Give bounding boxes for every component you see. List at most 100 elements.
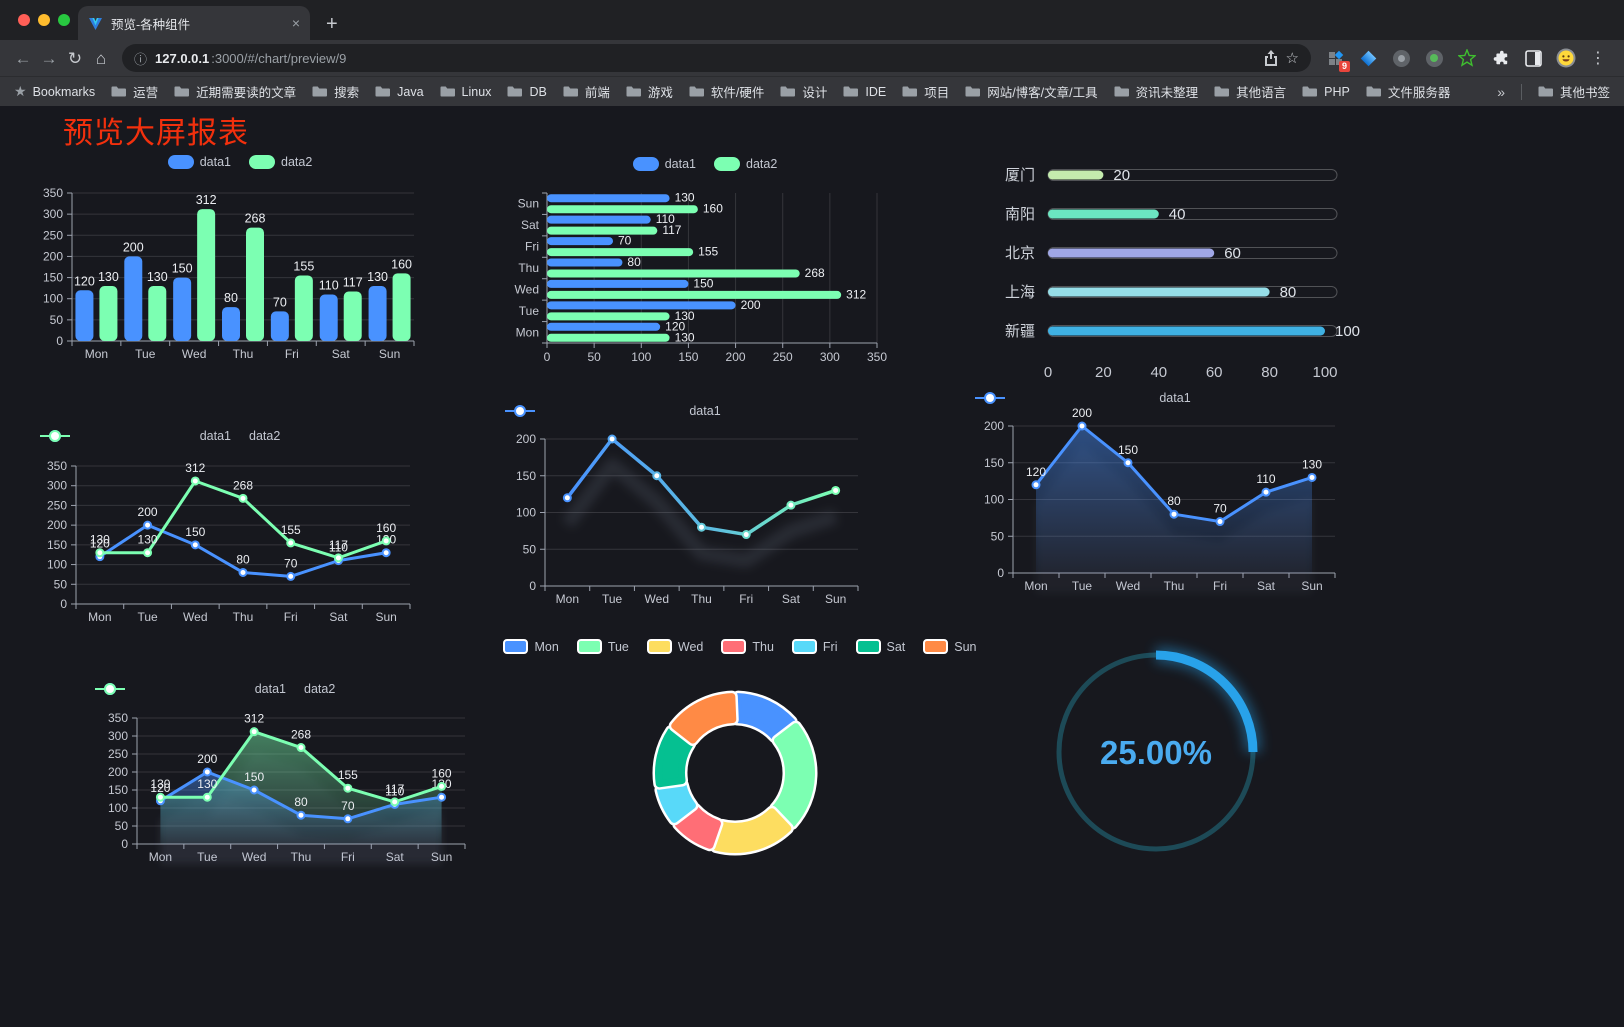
bar-data2-Fri[interactable] (294, 275, 313, 341)
pie-slice-Tue[interactable] (771, 723, 815, 828)
extension-grid-icon[interactable]: 9 (1325, 48, 1350, 72)
dual-area-plot[interactable]: 050100150200250300350MonTueWedThuFriSatS… (95, 666, 495, 901)
legend-item-data2[interactable]: data2 (714, 157, 777, 171)
bookmark-folder-item[interactable]: 搜索 (312, 82, 359, 101)
bookmark-folder-item[interactable]: 运营 (111, 82, 158, 101)
point-data1[interactable] (1077, 421, 1087, 431)
bar-data2-Tue[interactable] (148, 286, 167, 341)
bar-data1-Mon[interactable] (75, 290, 94, 341)
progress-bar-新疆[interactable] (1048, 326, 1325, 336)
home-button[interactable]: ⌂ (95, 48, 107, 68)
percent-gauge-plot[interactable]: 25.00% (1040, 636, 1280, 876)
address-bar[interactable]: ⓘ 127.0.0.1 :3000/#/chart/preview/9 ☆ (122, 44, 1311, 72)
point-data2[interactable] (143, 548, 153, 558)
point-data2[interactable] (286, 538, 296, 548)
legend-item-data2[interactable]: data2 (95, 682, 335, 696)
legend-item-data1[interactable]: data1 (167, 155, 231, 169)
share-icon[interactable] (1264, 50, 1278, 66)
bookmark-folder-item[interactable]: 文件服务器 (1366, 82, 1450, 101)
progress-bar-北京[interactable] (1048, 248, 1215, 258)
legend-item-Fri[interactable]: Fri (791, 639, 838, 654)
point-data1[interactable] (697, 522, 706, 532)
legend-item-data1[interactable]: data1 (40, 429, 231, 443)
bookmark-folder-item[interactable]: 设计 (780, 82, 827, 101)
legend-item-Sun[interactable]: Sun (923, 639, 977, 654)
bar-data1-Fri[interactable] (270, 311, 289, 341)
bookmark-folder-item[interactable]: Java (375, 85, 424, 99)
bookmark-folder-item[interactable]: 近期需要读的文章 (174, 82, 296, 101)
point-data1[interactable] (343, 814, 353, 824)
grouped-bar-plot[interactable]: 0 50 100 150 200 250 300 350 Mon Tue Wed Thu Fri Sat S… (40, 151, 440, 386)
hbar-data1-Fri[interactable] (547, 237, 613, 246)
bar-data1-Sat[interactable] (319, 294, 338, 341)
bar-data2-Sat[interactable] (343, 291, 362, 341)
bar-data2-Thu[interactable] (246, 227, 264, 341)
point-data1[interactable] (190, 540, 200, 550)
profile-avatar[interactable] (1556, 48, 1576, 68)
progress-bar-厦门[interactable] (1048, 170, 1104, 180)
point-data1[interactable] (652, 471, 662, 481)
bookmark-folder-item[interactable]: 资讯未整理 (1114, 82, 1198, 101)
point-data1[interactable] (437, 792, 447, 802)
bookmark-folder-item[interactable]: 网站/博客/文章/工具 (965, 82, 1098, 101)
other-bookmarks-folder[interactable]: 其他书签 (1538, 82, 1610, 101)
bookmark-folder-item[interactable]: IDE (843, 85, 886, 99)
legend-item-data2[interactable]: data2 (249, 155, 312, 169)
bookmark-folder-item[interactable]: 游戏 (626, 82, 673, 101)
legend-item-data1[interactable]: data1 (975, 391, 1191, 405)
point-data1[interactable] (238, 567, 248, 577)
forward-button[interactable]: → (40, 48, 58, 68)
bookmarks-overflow-icon[interactable]: » (1497, 83, 1505, 100)
gradient-line-plot[interactable]: 0 50 100 150 200 Mon Tue Wed Thu Fri Sat Sun (505, 396, 905, 631)
point-data1[interactable] (381, 548, 391, 558)
bookmark-folder-item[interactable]: Linux (440, 85, 491, 99)
point-data2[interactable] (381, 536, 391, 546)
hbar-data2-Fri[interactable] (547, 248, 694, 257)
window-close-button[interactable] (18, 14, 30, 26)
legend-item-Sat[interactable]: Sat (855, 639, 905, 654)
bookmark-folder-item[interactable]: DB (507, 85, 547, 99)
chrome-menu-icon[interactable]: ⋮ (1590, 50, 1606, 67)
hbar-data1-Wed[interactable] (547, 279, 689, 288)
new-tab-button[interactable]: + (326, 13, 338, 35)
extension-star-icon[interactable] (1457, 48, 1477, 68)
point-data1[interactable] (1031, 480, 1041, 490)
line-data1[interactable] (565, 437, 838, 537)
back-button[interactable]: ← (14, 48, 32, 68)
hbar-data2-Sun[interactable] (547, 205, 698, 214)
reload-button[interactable]: ↻ (67, 48, 83, 68)
point-data2[interactable] (190, 476, 200, 486)
progress-bar-上海[interactable] (1048, 287, 1270, 297)
extension-diamond-icon[interactable] (1358, 48, 1378, 68)
week-donut-plot[interactable] (555, 631, 925, 916)
pie-slice-Mon[interactable] (733, 693, 796, 741)
legend-item-Mon[interactable]: Mon (503, 639, 559, 654)
bar-data1-Wed[interactable] (173, 277, 192, 341)
hbar-data2-Thu[interactable] (547, 269, 800, 278)
bookmark-folder-item[interactable]: 前端 (563, 82, 610, 101)
legend-item-Wed[interactable]: Wed (646, 639, 703, 654)
point-data1[interactable] (831, 485, 841, 495)
progress-bar-南阳[interactable] (1048, 209, 1159, 219)
point-data1[interactable] (741, 530, 751, 540)
bookmark-folder-item[interactable]: 软件/硬件 (689, 82, 764, 101)
window-zoom-button[interactable] (58, 14, 70, 26)
bar-data2-Wed[interactable] (197, 209, 216, 341)
bookmark-folder-item[interactable]: 项目 (902, 82, 949, 101)
point-data1[interactable] (1215, 517, 1225, 527)
hbar-data2-Tue[interactable] (547, 312, 670, 321)
bar-data1-Tue[interactable] (124, 256, 143, 341)
bookmark-folder-item[interactable]: PHP (1302, 85, 1350, 99)
bar-data1-Thu[interactable] (222, 307, 240, 341)
point-data1[interactable] (143, 520, 153, 530)
hbar-data2-Sat[interactable] (547, 226, 658, 235)
bar-data2-Sun[interactable] (392, 273, 411, 341)
legend-item-Thu[interactable]: Thu (721, 639, 774, 654)
point-data2[interactable] (95, 548, 105, 558)
city-progress-plot[interactable]: 厦门 20 南阳 40 北京 60 上海 80 新疆 100 0 20 40 60 80 100 (990, 151, 1380, 401)
point-data2[interactable] (202, 792, 212, 802)
legend-item-data2[interactable]: data2 (40, 429, 280, 443)
hbar-data1-Thu[interactable] (547, 258, 623, 267)
point-data2[interactable] (343, 783, 353, 793)
